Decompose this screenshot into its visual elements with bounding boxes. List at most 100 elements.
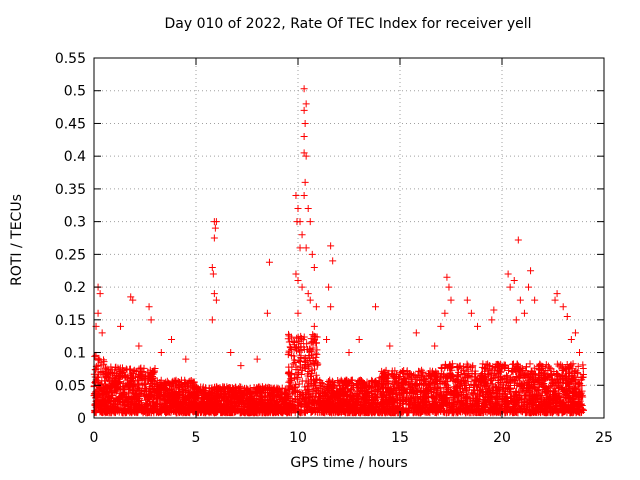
data-point	[316, 390, 324, 398]
data-point	[501, 374, 509, 382]
data-point	[551, 375, 559, 383]
data-point	[351, 409, 359, 417]
data-point	[576, 380, 584, 388]
data-point	[271, 406, 279, 414]
data-point	[557, 361, 565, 369]
data-point	[569, 360, 577, 368]
data-point	[379, 377, 387, 385]
data-point	[119, 368, 127, 376]
data-point	[165, 379, 173, 387]
data-point	[406, 384, 414, 392]
data-point	[454, 382, 462, 390]
data-point	[105, 389, 113, 397]
data-point	[295, 348, 303, 356]
data-point	[455, 407, 463, 415]
data-point	[313, 350, 321, 358]
data-point	[380, 384, 388, 392]
data-point	[371, 392, 379, 400]
data-point	[106, 370, 114, 378]
data-point	[572, 367, 580, 375]
data-point	[433, 390, 441, 398]
data-point	[102, 384, 110, 392]
data-point	[147, 380, 155, 388]
data-point	[496, 368, 504, 376]
data-point	[498, 381, 506, 389]
data-point	[507, 375, 515, 383]
data-point	[153, 381, 161, 389]
data-point	[398, 388, 406, 396]
data-point	[418, 366, 426, 374]
data-point	[407, 376, 415, 384]
data-point	[259, 400, 267, 408]
data-point	[350, 400, 358, 408]
data-point	[100, 392, 108, 400]
data-point	[475, 392, 483, 400]
data-point	[297, 346, 305, 354]
data-point	[285, 332, 293, 340]
data-point	[176, 400, 184, 408]
data-point	[368, 376, 376, 384]
data-point	[252, 389, 260, 397]
data-point	[288, 374, 296, 382]
data-point	[112, 389, 120, 397]
data-point	[193, 383, 201, 391]
data-point	[128, 396, 136, 404]
data-point	[382, 366, 390, 374]
data-point	[390, 387, 398, 395]
data-points	[90, 85, 587, 417]
data-point	[433, 383, 441, 391]
data-point	[392, 407, 400, 415]
data-point	[311, 408, 319, 416]
data-point	[236, 383, 244, 391]
chart-title: Day 010 of 2022, Rate Of TEC Index for r…	[164, 16, 532, 32]
data-point	[442, 380, 450, 388]
data-point	[464, 408, 472, 416]
data-point	[99, 397, 107, 405]
data-point	[149, 376, 157, 384]
data-point	[119, 405, 127, 413]
data-point	[110, 388, 118, 396]
data-point	[437, 364, 445, 372]
data-point	[224, 409, 232, 417]
data-point	[555, 383, 563, 391]
data-point	[419, 381, 427, 389]
data-point	[311, 357, 319, 365]
data-point	[309, 376, 317, 384]
data-point	[294, 333, 302, 341]
data-point	[304, 390, 312, 398]
data-point	[114, 395, 122, 403]
data-point	[404, 380, 412, 388]
data-point	[502, 399, 510, 407]
data-point	[136, 395, 144, 403]
data-point	[426, 372, 434, 380]
data-point	[116, 372, 124, 380]
data-point	[285, 338, 293, 346]
data-point	[267, 407, 275, 415]
data-point	[537, 379, 545, 387]
data-point	[130, 389, 138, 397]
data-point	[91, 366, 99, 374]
grid-lines	[94, 58, 604, 418]
data-point	[98, 377, 106, 385]
data-point	[542, 408, 550, 416]
data-point	[312, 350, 320, 358]
data-point	[345, 405, 353, 413]
data-point	[403, 368, 411, 376]
data-point	[545, 373, 553, 381]
data-point	[114, 384, 122, 392]
data-point	[421, 376, 429, 384]
data-point	[389, 371, 397, 379]
data-point	[554, 379, 562, 387]
data-point	[295, 380, 303, 388]
data-point	[579, 370, 587, 378]
data-point	[292, 383, 300, 391]
data-point	[482, 360, 490, 368]
data-point	[208, 384, 216, 392]
data-point	[485, 386, 493, 394]
data-point	[434, 370, 442, 378]
data-point	[476, 409, 484, 417]
data-point	[339, 389, 347, 397]
data-point	[401, 387, 409, 395]
data-point	[574, 370, 582, 378]
data-point	[308, 338, 316, 346]
